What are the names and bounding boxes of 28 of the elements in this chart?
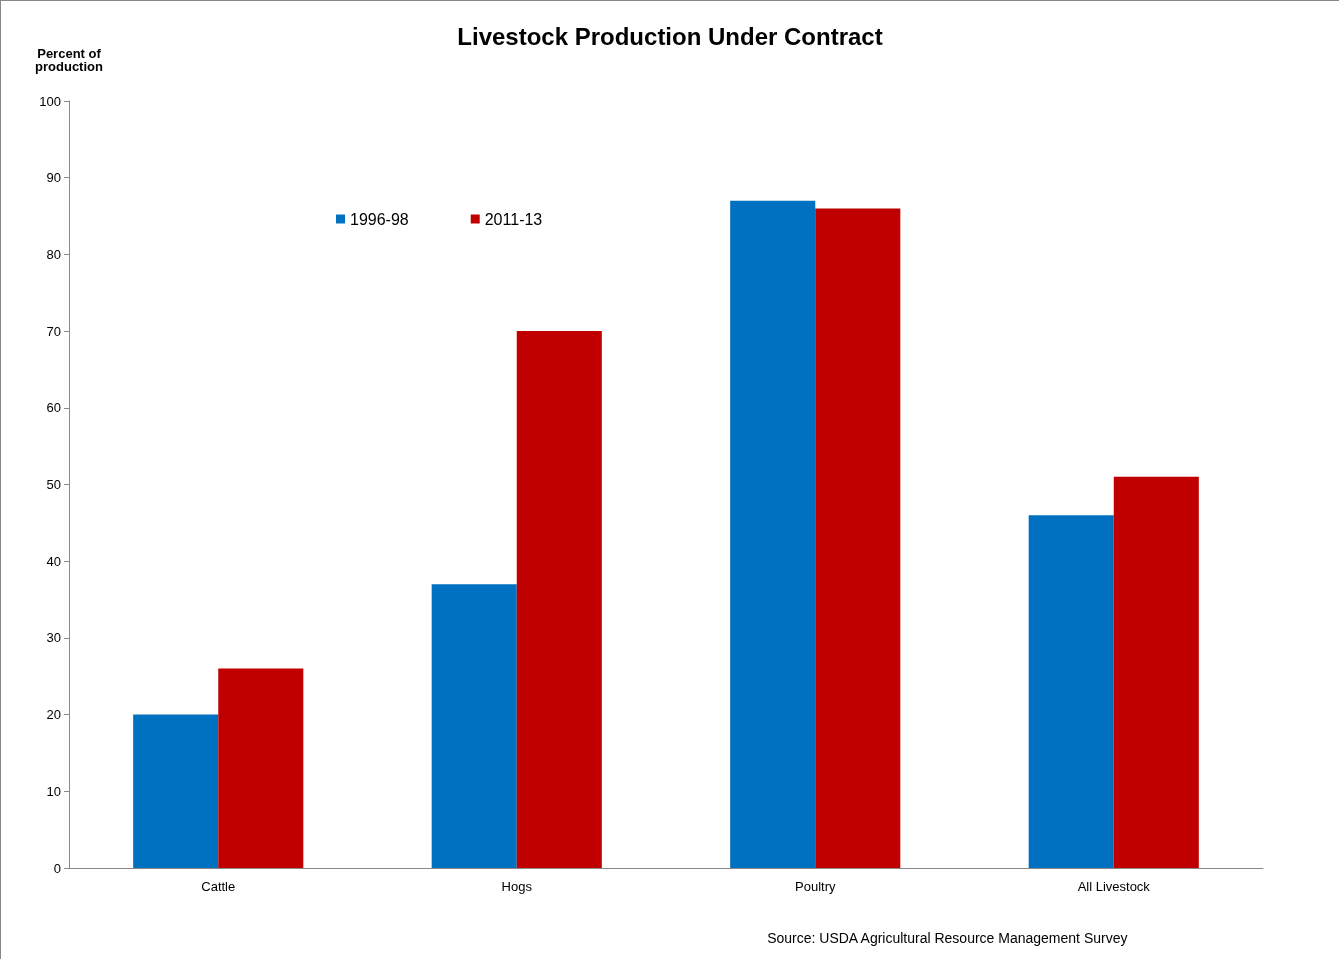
y-tick-label: 0 bbox=[53, 860, 61, 876]
y-tick-label: 10 bbox=[46, 783, 61, 799]
legend-label: 2011-13 bbox=[484, 210, 543, 228]
bar bbox=[133, 714, 219, 868]
bar bbox=[730, 200, 816, 868]
y-tick-label: 20 bbox=[46, 707, 61, 723]
chart-title: Livestock Production Under Contract bbox=[457, 22, 883, 50]
x-tick-label: Hogs bbox=[501, 879, 533, 894]
y-tick-label: 90 bbox=[46, 170, 61, 186]
y-tick-label: 80 bbox=[46, 246, 61, 262]
bar bbox=[1028, 515, 1114, 868]
x-tick-label: All Livestock bbox=[1077, 879, 1151, 894]
y-tick-label: 40 bbox=[46, 553, 61, 569]
y-tick-label: 50 bbox=[46, 477, 61, 492]
y-tick-label: 100 bbox=[39, 93, 61, 109]
bar bbox=[1113, 476, 1199, 868]
bar bbox=[218, 668, 304, 868]
bar bbox=[815, 208, 901, 868]
source-note: Source: USDA Agricultural Resource Management Survey bbox=[767, 930, 1128, 946]
bar bbox=[431, 584, 517, 868]
y-tick-label: 70 bbox=[46, 323, 61, 339]
bar bbox=[516, 331, 602, 868]
x-tick-label: Poultry bbox=[795, 879, 836, 894]
y-tick-label: 60 bbox=[46, 400, 61, 416]
y-tick-label: 30 bbox=[46, 630, 61, 646]
y-axis-title: Percent of production bbox=[35, 46, 103, 74]
legend-label: 1996-98 bbox=[350, 210, 409, 228]
x-tick-label: Cattle bbox=[201, 879, 236, 894]
